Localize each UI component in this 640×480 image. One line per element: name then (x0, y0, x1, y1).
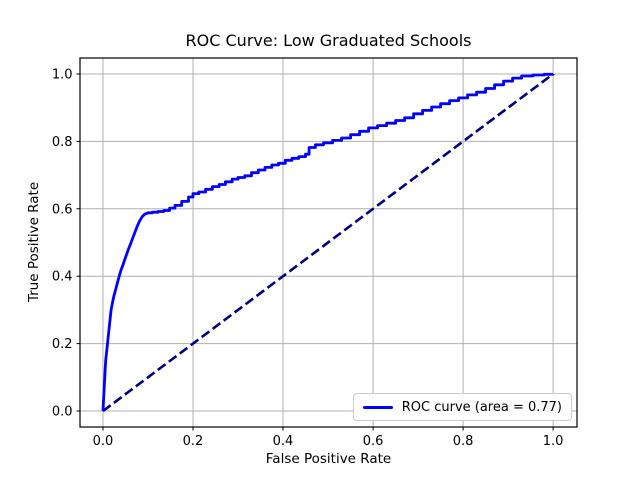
x-tick-label: 0.4 (273, 434, 294, 449)
y-tick-label: 0.6 (52, 202, 73, 217)
chart-title: ROC Curve: Low Graduated Schools (185, 31, 472, 50)
axes-frame (79, 57, 578, 428)
roc-curve-line (101, 72, 555, 412)
y-tick-label: 1.0 (52, 68, 73, 83)
y-tick-label: 0.0 (52, 405, 73, 420)
x-tick-label: 1.0 (543, 434, 564, 449)
y-tick-label: 0.8 (52, 135, 73, 150)
x-tick-label: 0.2 (183, 434, 204, 449)
legend-label: ROC curve (area = 0.77) (401, 399, 562, 415)
x-tick-label: 0.8 (453, 434, 474, 449)
y-tick-label: 0.2 (52, 337, 73, 352)
x-tick-label: 0.0 (93, 434, 114, 449)
x-axis-label: False Positive Rate (265, 451, 392, 467)
y-axis-label: True Positive Rate (26, 181, 42, 303)
chance-diagonal-line (102, 72, 554, 413)
x-tick-label: 0.6 (363, 434, 384, 449)
legend: ROC curve (area = 0.77) (352, 393, 572, 421)
legend-line-swatch (362, 405, 393, 409)
y-tick-label: 0.4 (52, 270, 73, 285)
